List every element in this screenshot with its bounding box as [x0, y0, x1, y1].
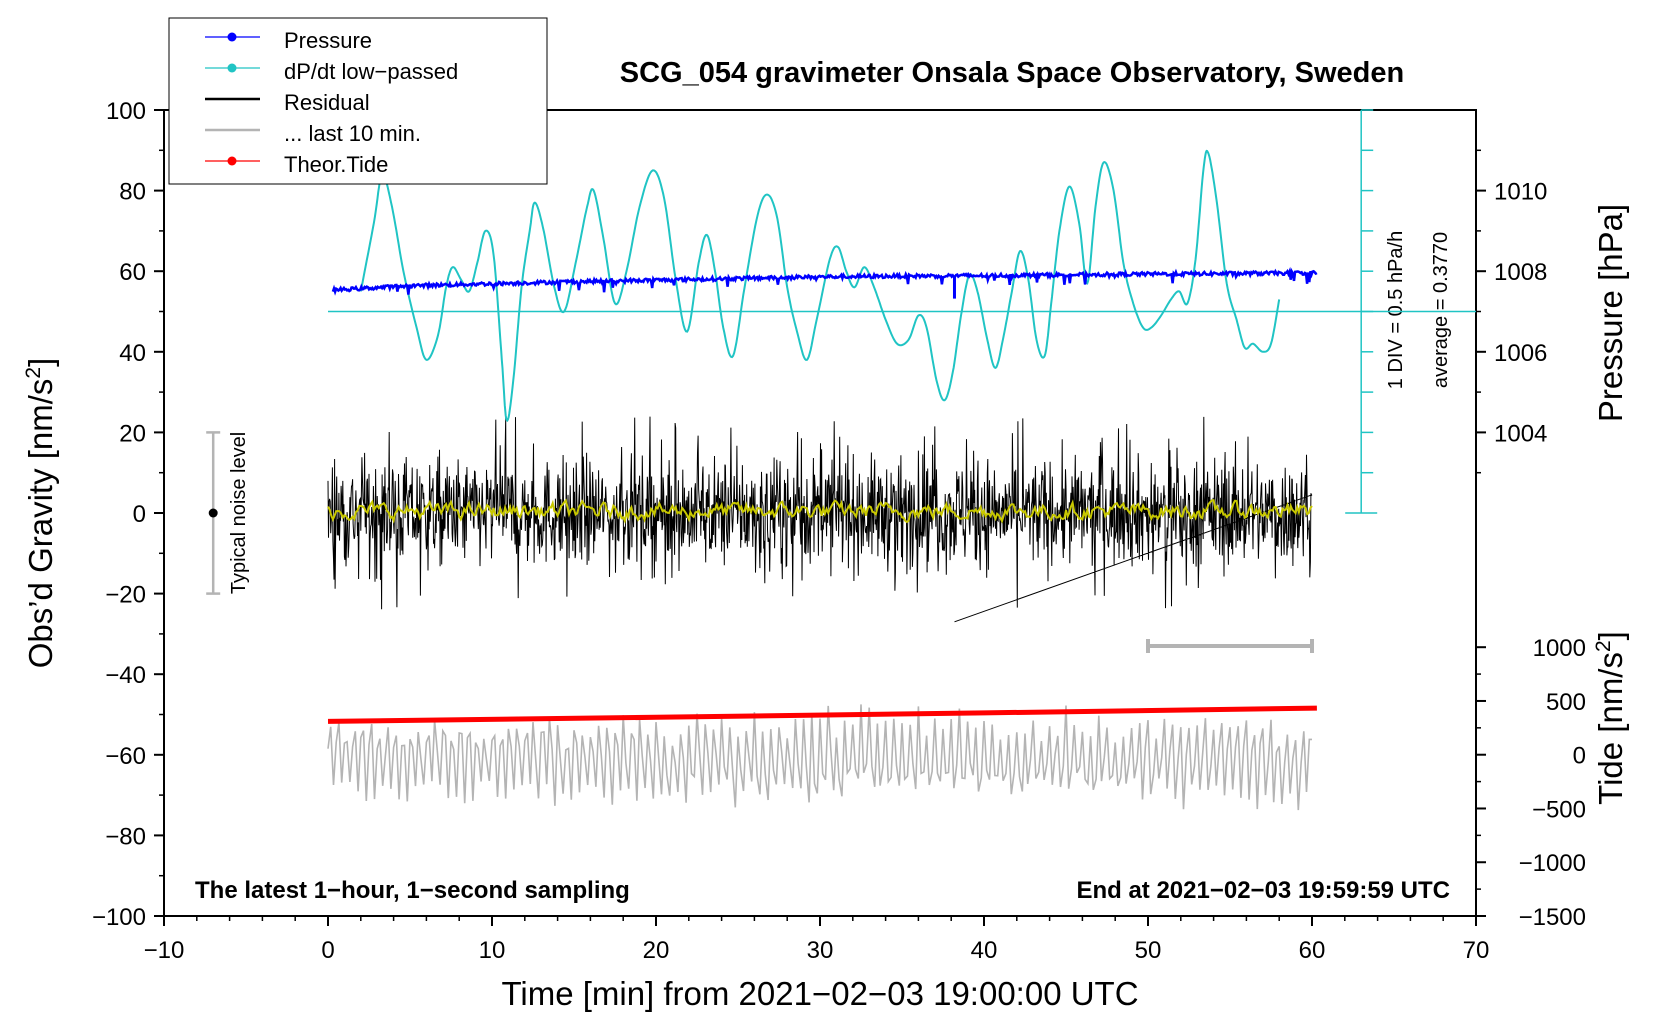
annotation-end-time: End at 2021−02−03 19:59:59 UTC — [1076, 877, 1450, 904]
legend-marker — [227, 32, 237, 42]
y-tick-label: 0 — [133, 501, 146, 528]
legend-marker — [227, 63, 237, 73]
x-tick-label: 70 — [1463, 937, 1490, 964]
residual-smoothed-line — [327, 498, 1313, 524]
tide-axis-label: Tide [nm/s2] — [1592, 631, 1629, 805]
pressure-tick-label: 1006 — [1494, 340, 1547, 367]
tide-tick-label: 0 — [1573, 743, 1586, 770]
chart-title: SCG_054 gravimeter Onsala Space Observat… — [620, 57, 1404, 89]
annotation-sampling: The latest 1−hour, 1−second sampling — [195, 877, 630, 904]
legend-label-dpdt: dP/dt low−passed — [284, 59, 458, 84]
legend-marker — [227, 156, 237, 166]
x-tick-label: 40 — [971, 937, 998, 964]
pressure-axis-label: Pressure [hPa] — [1592, 204, 1629, 422]
y-axis-label: Obs’d Gravity [nm/s2] — [22, 358, 59, 669]
noise-bar-center-dot — [208, 508, 218, 518]
dpdt-scale-div-text: 1 DIV = 0.5 hPa/h — [1385, 231, 1407, 389]
legend-label-tide: Theor.Tide — [284, 152, 388, 177]
residual-series-line — [327, 416, 1313, 623]
pressure-series-line — [331, 266, 1318, 296]
y-tick-label: −60 — [105, 743, 146, 770]
x-tick-label: 10 — [479, 937, 506, 964]
tide-tick-label: −1000 — [1519, 850, 1586, 877]
dpdt-series-line — [359, 149, 1281, 422]
tide-series-line — [327, 705, 1317, 724]
y-tick-label: 60 — [119, 259, 146, 286]
tide-tick-label: −500 — [1532, 796, 1586, 823]
tide-tick-label: −1500 — [1519, 904, 1586, 931]
y-tick-label: −20 — [105, 582, 146, 609]
pressure-tick-label: 1004 — [1494, 420, 1547, 447]
legend-label-last10: ... last 10 min. — [284, 121, 421, 146]
y-tick-label: −40 — [105, 662, 146, 689]
tide-tick-label: 1000 — [1533, 635, 1586, 662]
legend-label-residual: Residual — [284, 90, 370, 115]
dpdt-average-text: average = 0.3770 — [1430, 232, 1452, 388]
legend-label-pressure: Pressure — [284, 28, 372, 53]
x-tick-label: −10 — [144, 937, 185, 964]
legend: Pressure dP/dt low−passed Residual ... l… — [168, 17, 548, 185]
y-tick-label: 40 — [119, 340, 146, 367]
legend-box — [168, 17, 548, 185]
x-tick-label: 20 — [643, 937, 670, 964]
y-tick-label: −80 — [105, 823, 146, 850]
x-axis-label: Time [min] from 2021−02−03 19:00:00 UTC — [501, 975, 1138, 1012]
x-tick-label: 30 — [807, 937, 834, 964]
y-tick-label: −100 — [92, 904, 146, 931]
x-tick-label: 50 — [1135, 937, 1162, 964]
pressure-tick-label: 1008 — [1494, 259, 1547, 286]
y-tick-label: 20 — [119, 420, 146, 447]
noise-bar-label: Typical noise level — [228, 432, 250, 594]
last-10-min-series-line — [327, 704, 1312, 811]
x-tick-label: 60 — [1299, 937, 1326, 964]
y-tick-label: 80 — [119, 179, 146, 206]
pressure-tick-label: 1010 — [1494, 179, 1547, 206]
y-tick-label: 100 — [106, 98, 146, 125]
tide-tick-label: 500 — [1546, 689, 1586, 716]
x-tick-label: 0 — [321, 937, 334, 964]
